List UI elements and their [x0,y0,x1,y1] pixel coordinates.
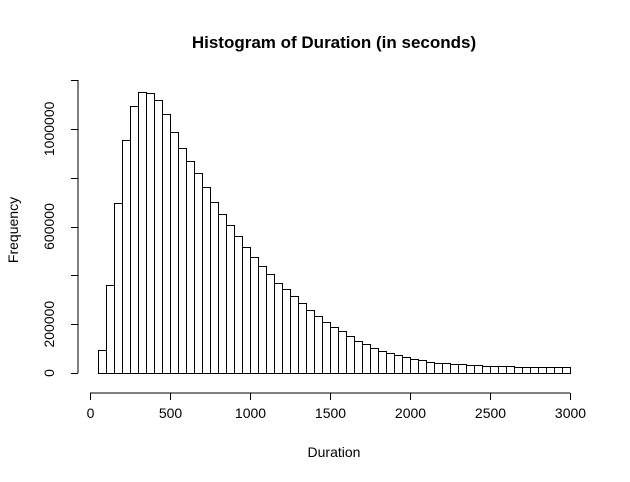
histogram-bar [234,236,243,374]
y-axis-label: Frequency [5,197,21,263]
histogram-bar [466,365,475,374]
histogram-bar [98,350,107,374]
histogram-bar [298,303,307,374]
x-tick-label: 2000 [395,405,426,421]
histogram-bar [202,187,211,374]
histogram-bar [146,93,155,374]
histogram-bar [154,100,163,374]
histogram-bar [546,367,555,374]
histogram-bar [186,161,195,374]
histogram-bar [434,363,443,374]
histogram-bar [210,202,219,374]
histogram-bar [266,274,275,374]
histogram-bar [218,214,227,374]
histogram-bar [106,285,115,374]
x-tick-label: 1500 [315,405,346,421]
histogram-bar [506,366,515,374]
histogram-bar [122,140,131,374]
histogram-bar [274,283,283,374]
y-tick-label: 1000000 [41,101,57,156]
histogram-bar [426,362,435,374]
histogram-bar [442,363,451,374]
histogram-bar [394,355,403,374]
histogram-bar [418,360,427,374]
x-tick-label: 0 [87,405,95,421]
histogram-bar [538,367,547,374]
histogram-bar [290,296,299,374]
histogram-bar [450,364,459,374]
histogram-bar [514,367,523,374]
histogram-bar [482,366,491,374]
histogram-bar [170,132,179,374]
x-axis-label: Duration [308,444,361,460]
histogram-bar [194,173,203,374]
x-tick-label: 3000 [555,405,586,421]
y-tick-label: 600000 [41,203,57,250]
histogram-bar [282,289,291,374]
histogram-bar [130,106,139,374]
histogram-bar [530,367,539,374]
histogram-bar [362,344,371,374]
x-tick-label: 1000 [235,405,266,421]
histogram-bar [458,364,467,374]
histogram-bar [250,257,259,374]
y-tick-label: 0 [41,369,57,377]
histogram-bar [322,322,331,374]
histogram-bar [346,336,355,374]
histogram-bar [242,247,251,374]
y-tick-label: 200000 [41,301,57,348]
histogram-bar [178,148,187,374]
chart-title: Histogram of Duration (in seconds) [192,33,476,52]
histogram-bar [162,114,171,374]
x-axis: 0 500 1000 1500 2000 2500 3000 [87,392,586,421]
histogram-bar [338,331,347,374]
bars-group [98,92,571,374]
x-tick-label: 2500 [475,405,506,421]
y-axis: 0 200000 600000 1000000 [41,80,79,377]
histogram-bar [226,225,235,374]
histogram-bar [474,365,483,374]
histogram-bar [306,310,315,374]
histogram-bar [258,266,267,374]
histogram-bar [554,367,563,374]
histogram-bar [562,367,571,374]
histogram-bar [386,353,395,374]
histogram-bar [330,327,339,374]
histogram-bar [138,92,147,374]
histogram-bar [378,351,387,374]
histogram-bar [354,341,363,374]
x-tick-label: 500 [159,405,183,421]
histogram-bar [314,316,323,374]
histogram-bar [490,366,499,374]
histogram-bar [410,359,419,374]
histogram-bar [402,357,411,374]
histogram-bar [114,203,123,374]
histogram-bar [370,348,379,374]
histogram-bar [522,367,531,374]
histogram-bar [498,366,507,374]
